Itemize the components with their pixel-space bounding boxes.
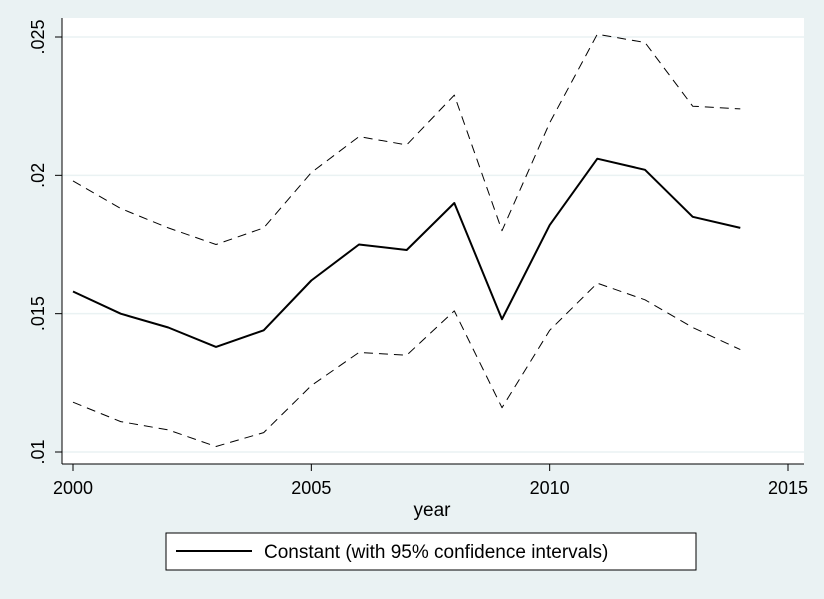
legend: Constant (with 95% confidence intervals) (165, 532, 697, 571)
grid-lines (62, 36, 804, 453)
x-ticks: 2000 2005 2010 2015 (53, 464, 808, 498)
y-ticks: .01 .015 .02 .025 (28, 19, 62, 465)
axes (61, 18, 804, 465)
x-tick-label-2010: 2010 (530, 478, 570, 498)
series-line-main (72, 157, 741, 348)
y-tick-label-.025: .025 (28, 19, 48, 54)
series-lines (72, 33, 741, 447)
y-tick-label-.02: .02 (28, 163, 48, 188)
x-tick-label-2015: 2015 (768, 478, 808, 498)
series-line-lower-ci (72, 282, 741, 447)
legend-box (165, 532, 697, 571)
y-tick-label-.01: .01 (28, 439, 48, 464)
x-tick-label-2000: 2000 (53, 478, 93, 498)
x-axis-title: year (414, 500, 452, 521)
plot-area (62, 18, 804, 464)
x-tick-label-2005: 2005 (291, 478, 331, 498)
y-tick-label-.015: .015 (28, 296, 48, 331)
series-line-upper-ci (72, 33, 741, 245)
legend-label: Constant (with 95% confidence intervals) (264, 542, 608, 563)
